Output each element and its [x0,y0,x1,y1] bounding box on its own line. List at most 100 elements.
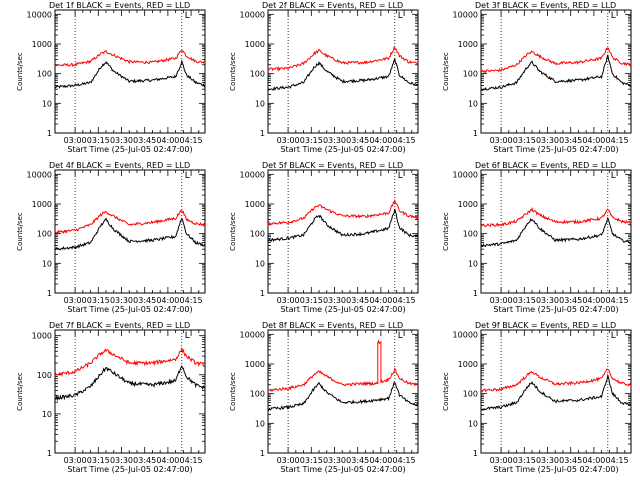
series-line-lld [480,368,632,393]
y-tick-label: 10 [42,259,52,268]
x-tick-label: 03:00 [277,456,300,465]
y-tick-label: 10000 [240,170,265,179]
series-line-events [480,54,632,91]
y-tick-label: 1000 [245,200,265,209]
chart-title: Det 9f BLACK = Events, RED = LLD [475,321,616,330]
x-tick-label: 03:30 [110,296,133,305]
y-tick-label: 1 [260,129,265,138]
x-tick-label: 03:30 [323,456,346,465]
x-tick-label: 04:15 [180,136,203,145]
y-axis-label: Counts/sec [442,212,450,251]
plot-frame [480,329,632,454]
series-line-lld [267,198,419,226]
chart-title: Det 4f BLACK = Events, RED = LLD [49,161,190,170]
x-axis-label: Start Time (25-Jul-05 02:47:00) [493,305,618,314]
y-tick-label: 1000 [458,360,478,369]
y-tick-label: 10 [42,99,52,108]
chart-panel-4: Det 4f BLACK = Events, RED = LLD 1 10 100 10… [16,161,206,314]
x-axis-label: Start Time (25-Jul-05 02:47:00) [67,145,192,154]
x-tick-label: 03:30 [536,296,559,305]
corner-mark: L [185,171,190,181]
chart-panel-8: Det 8f BLACK = Events, RED = LLD 1 10 100 10… [229,321,419,474]
chart-panel-5: Det 5f BLACK = Events, RED = LLD 1 10 100 10… [229,161,419,314]
x-tick-label: 03:15 [300,296,323,305]
x-tick-label: 03:45 [133,136,156,145]
corner-mark: L [398,171,403,181]
y-tick-label: 1000 [245,360,265,369]
plot-frame [54,329,206,454]
y-tick-label: 1000 [458,40,478,49]
y-tick-label: 10 [255,99,265,108]
y-tick-label: 10 [468,259,478,268]
x-tick-label: 03:45 [559,136,582,145]
x-tick-label: 04:00 [369,456,392,465]
x-tick-label: 04:15 [393,136,416,145]
x-tick-label: 03:00 [64,456,87,465]
plot-frame [480,9,632,134]
x-tick-label: 03:45 [346,136,369,145]
plot-frame [54,9,206,134]
chart-panel-6: Det 6f BLACK = Events, RED = LLD 1 10 100 10… [442,161,632,314]
x-tick-label: 04:15 [180,296,203,305]
chart-panel-1: Det 1f BLACK = Events, RED = LLD 1 10 100 10… [16,1,206,154]
chart-panel-7: Det 7f BLACK = Events, RED = LLD 1 10 100 10… [16,321,206,474]
x-tick-label: 03:45 [559,296,582,305]
x-tick-label: 04:15 [393,456,416,465]
corner-mark: L [185,11,190,21]
y-tick-label: 1 [47,289,52,298]
y-axis-label: Counts/sec [229,212,237,251]
x-tick-label: 04:00 [582,136,605,145]
x-tick-label: 03:45 [133,296,156,305]
series-line-events [54,364,206,402]
y-tick-label: 100 [37,371,52,380]
series-line-events [480,373,632,411]
x-tick-label: 04:00 [156,456,179,465]
x-tick-label: 03:00 [490,456,513,465]
y-tick-label: 100 [463,70,478,79]
y-tick-label: 1 [473,289,478,298]
x-tick-label: 03:15 [87,136,110,145]
corner-mark: L [398,11,403,21]
y-tick-label: 100 [463,230,478,239]
x-tick-label: 03:00 [490,296,513,305]
chart-title: Det 5f BLACK = Events, RED = LLD [262,161,403,170]
y-tick-label: 100 [250,390,265,399]
y-tick-label: 10000 [27,170,52,179]
y-tick-label: 100 [250,230,265,239]
x-tick-label: 03:00 [64,296,87,305]
x-tick-label: 03:30 [536,136,559,145]
x-axis-label: Start Time (25-Jul-05 02:47:00) [493,465,618,474]
x-tick-label: 03:15 [513,136,536,145]
x-tick-label: 04:15 [606,456,629,465]
y-tick-label: 1 [473,449,478,458]
chart-title: Det 8f BLACK = Events, RED = LLD [262,321,403,330]
x-tick-label: 04:00 [582,456,605,465]
y-tick-label: 10000 [27,10,52,19]
corner-mark: L [611,171,616,181]
series-line-events [54,59,206,89]
x-tick-label: 03:00 [277,136,300,145]
y-tick-label: 10000 [240,330,265,339]
y-axis-label: Counts/sec [442,52,450,91]
corner-mark: L [398,331,403,341]
corner-mark: L [185,331,190,341]
plot-frame [267,329,419,454]
y-axis-label: Counts/sec [16,52,24,91]
x-tick-label: 03:30 [323,136,346,145]
x-tick-label: 03:00 [277,296,300,305]
x-tick-label: 04:00 [156,136,179,145]
x-tick-label: 03:30 [536,456,559,465]
x-tick-label: 03:15 [300,456,323,465]
series-line-lld [54,347,206,377]
x-tick-label: 04:00 [369,296,392,305]
x-tick-label: 03:00 [490,136,513,145]
x-tick-label: 04:00 [369,136,392,145]
series-line-lld [480,206,632,228]
series-line-lld [267,339,419,393]
y-tick-label: 10 [468,99,478,108]
chart-title: Det 1f BLACK = Events, RED = LLD [49,1,190,10]
series-line-events [54,217,206,251]
x-tick-label: 04:00 [582,296,605,305]
y-axis-label: Counts/sec [16,212,24,251]
